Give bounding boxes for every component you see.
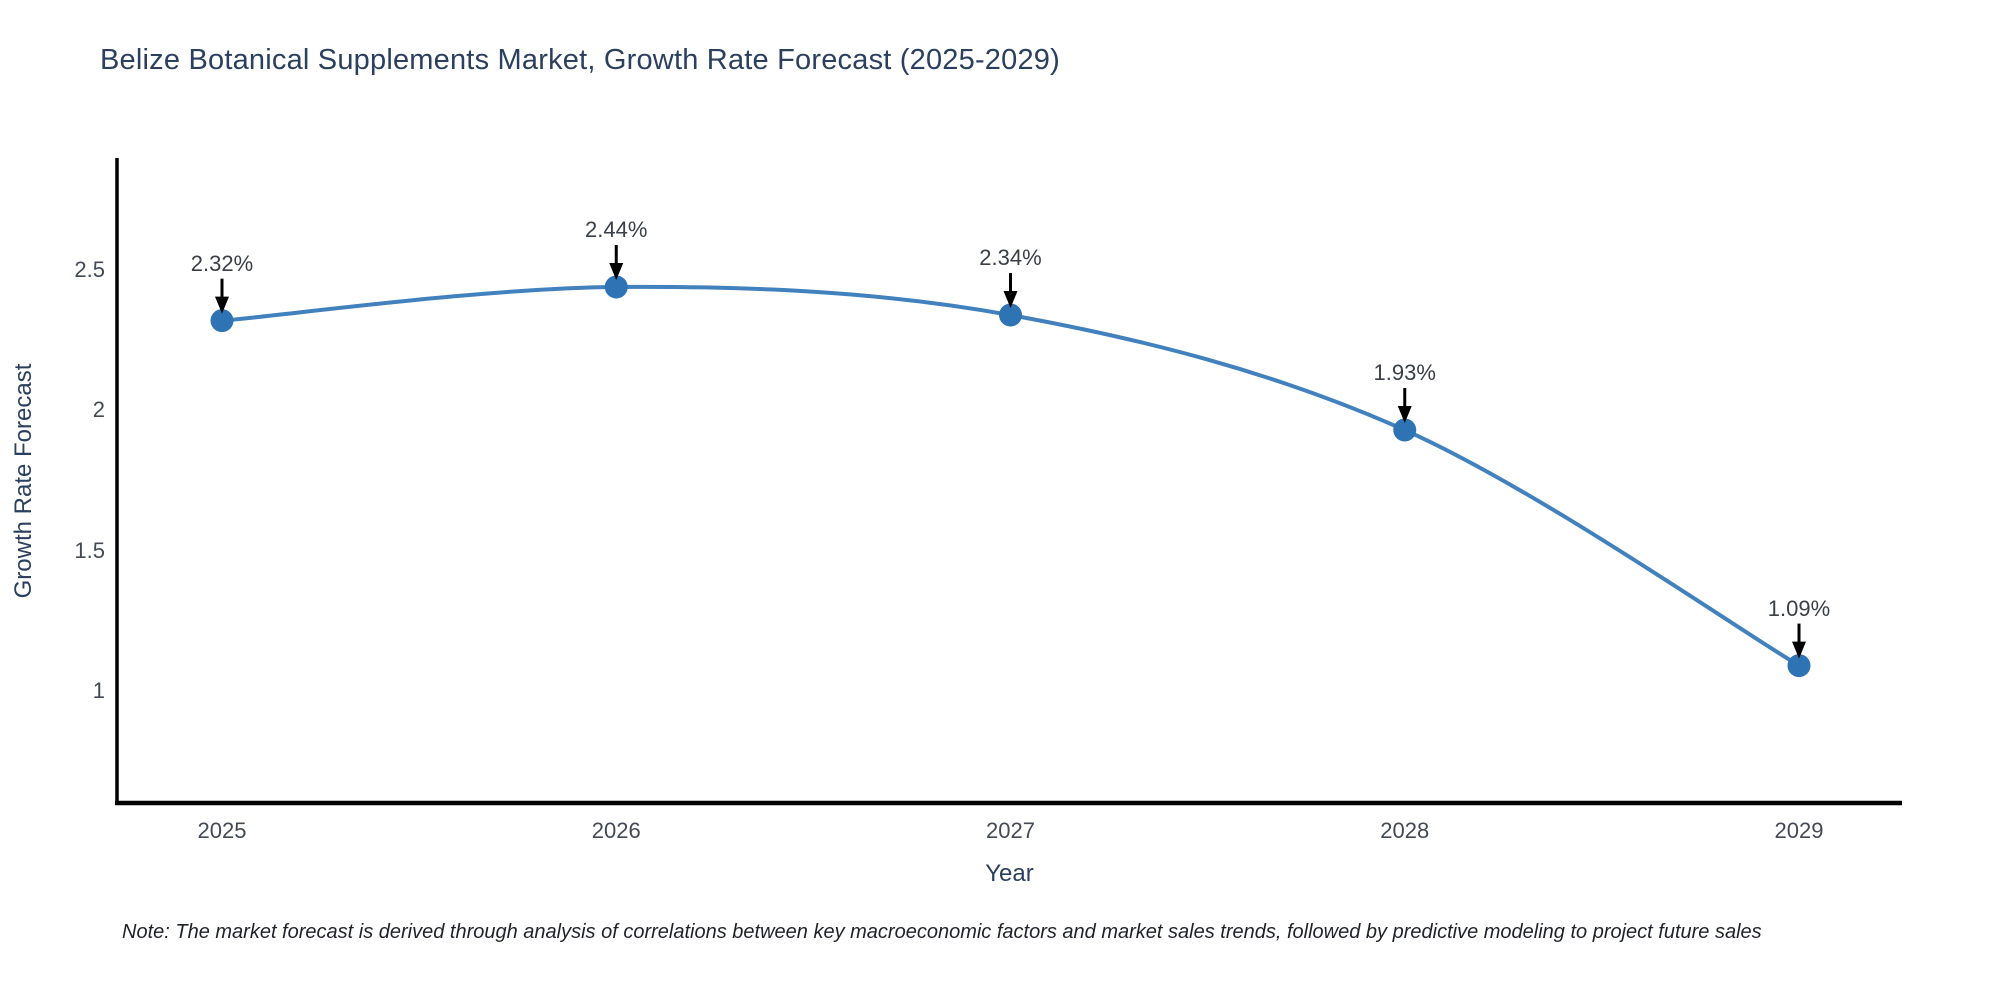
point-annotation: 2.32% (190, 250, 254, 276)
chart-title: Belize Botanical Supplements Market, Gro… (100, 44, 1060, 76)
data-point-marker (999, 303, 1022, 327)
annotation-arrow-head (609, 263, 624, 280)
annotation-arrow-head (1397, 406, 1412, 424)
x-tick-label: 2027 (986, 818, 1035, 843)
x-tick-label: 2026 (591, 818, 641, 843)
data-point-marker (1787, 654, 1811, 678)
y-tick-label: 2.5 (74, 257, 105, 283)
annotation-arrow-head (215, 296, 229, 314)
point-annotation: 2.44% (585, 217, 648, 242)
x-axis-title: Year (985, 860, 1034, 887)
y-tick-label: 1 (92, 677, 105, 703)
y-tick-label: 1.5 (74, 537, 105, 563)
annotation-arrows (215, 245, 1806, 659)
y-tick-label: 2 (92, 397, 105, 423)
point-annotation: 2.34% (979, 245, 1042, 271)
annotation-arrow-head (1003, 291, 1018, 309)
data-point-marker (210, 309, 234, 333)
data-point-markers (210, 275, 1811, 678)
x-tick-label: 2025 (197, 818, 247, 843)
point-annotation: 1.09% (1767, 595, 1831, 621)
data-point-marker (1393, 418, 1417, 442)
forecast-line (220, 284, 1801, 668)
footnote: Note: The market forecast is derived thr… (122, 921, 1762, 943)
x-tick-label: 2029 (1774, 818, 1824, 843)
x-tick-label: 2028 (1380, 818, 1430, 843)
y-axis-title: Growth Rate Forecast (10, 363, 37, 598)
data-point-marker (604, 275, 628, 299)
point-annotation: 1.93% (1373, 360, 1436, 386)
annotation-arrow-head (1792, 641, 1806, 659)
